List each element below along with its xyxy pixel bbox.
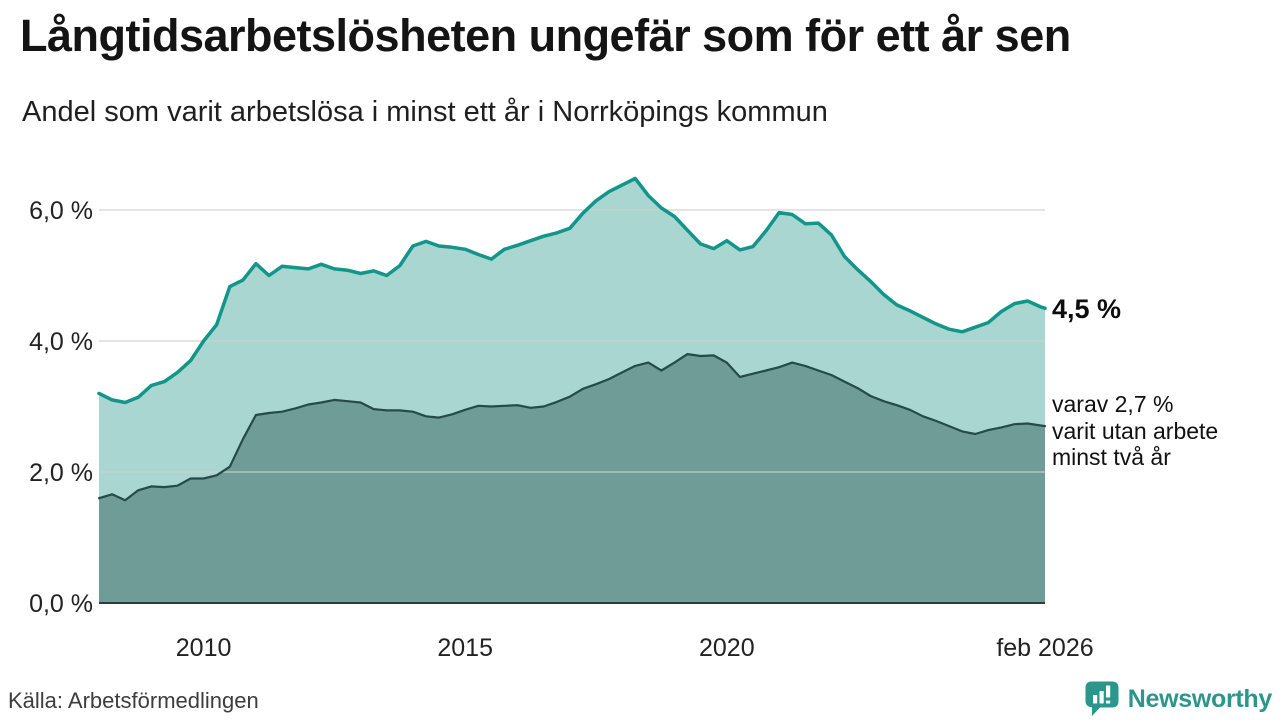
chart-subtitle: Andel som varit arbetslösa i minst ett å… [22,96,828,128]
chart-title: Långtidsarbetslösheten ungefär som för e… [20,10,1071,61]
secondary-annotation-line2: varit utan arbete [1052,417,1219,444]
secondary-annotation-line3: minst två år [1052,444,1171,470]
x-tick-label: feb 2026 [996,634,1093,662]
line-series-2 [97,353,1047,502]
speech-bubble-bar-chart-icon [1085,681,1119,716]
x-tick-label: 2010 [176,634,232,662]
line-series-1 [97,176,1047,405]
end-value-label: 4,5 % [1052,294,1122,324]
y-tick-label: 2,0 % [29,459,93,487]
y-tick-label: 0,0 % [29,590,93,618]
newsworthy-logo: Newsworthy [1085,681,1272,717]
area-series-2 [99,354,1045,603]
newsworthy-logo-text: Newsworthy [1127,684,1273,713]
x-tick-label: 2015 [437,634,493,662]
source-note: Källa: Arbetsförmedlingen [8,688,259,713]
y-tick-label: 6,0 % [29,197,93,225]
x-tick-label: 2020 [699,634,755,662]
secondary-annotation-line1: varav 2,7 % [1052,391,1174,417]
y-tick-label: 4,0 % [29,328,93,356]
secondary-annotation: varav 2,7 % varit utan arbete minst två … [1052,391,1218,471]
